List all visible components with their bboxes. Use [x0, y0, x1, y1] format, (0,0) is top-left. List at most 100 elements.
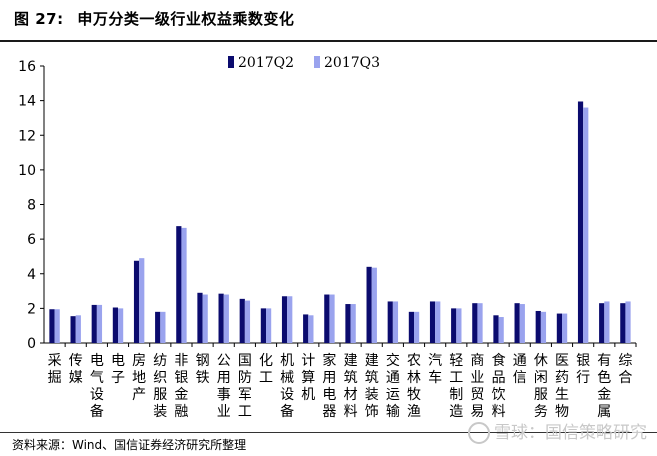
bar-q3-25	[583, 107, 589, 343]
bar-q3-11	[287, 296, 293, 343]
bar-q2-2	[91, 304, 97, 343]
bar-q3-12	[308, 315, 314, 343]
y-tick-label: 6	[27, 232, 36, 248]
bar-q3-2	[96, 304, 103, 343]
x-tick-label: 传媒	[69, 353, 83, 386]
bar-q2-9	[239, 298, 245, 343]
bar-q3-20	[477, 303, 483, 343]
y-tick-label: 16	[18, 59, 36, 75]
bar-q3-1	[75, 315, 81, 343]
bar-q3-21	[498, 317, 504, 343]
bar-q3-16	[392, 301, 399, 343]
bar-q2-12	[303, 314, 309, 343]
bar-q3-26	[604, 301, 610, 343]
bar-q3-10	[266, 308, 272, 343]
bar-q2-26	[599, 303, 605, 343]
y-tick-label: 0	[27, 336, 36, 352]
bar-q3-22	[519, 304, 525, 343]
bar-q2-16	[387, 301, 393, 343]
bar-q3-9	[244, 300, 251, 343]
bar-q3-14	[350, 304, 356, 343]
bar-q3-7	[202, 294, 208, 343]
snowball-icon	[468, 422, 490, 444]
bar-q2-0	[49, 309, 55, 343]
source-note: 资料来源：Wind、国信证券经济研究所整理	[12, 438, 247, 452]
bar-q3-24	[562, 313, 568, 343]
bar-q2-7	[197, 292, 203, 343]
x-tick-label: 休闲服务	[534, 353, 548, 420]
figure-title-text: 申万分类一级行业权益乘数变化	[77, 10, 295, 28]
bar-q3-19	[456, 308, 462, 343]
bar-q3-17	[414, 311, 420, 343]
legend-swatch-1	[314, 56, 320, 68]
bar-q2-24	[556, 313, 562, 343]
y-tick-label: 10	[18, 163, 36, 179]
x-tick-label: 商业贸易	[470, 353, 484, 420]
bar-q2-18	[429, 301, 436, 343]
x-tick-label: 家用电器	[322, 352, 336, 420]
legend-swatch-0	[228, 56, 234, 68]
bar-q2-22	[514, 303, 520, 343]
bar-q3-8	[223, 294, 229, 343]
y-tick-label: 12	[18, 128, 36, 144]
bar-q3-6	[181, 227, 187, 343]
watermark: 雪球：国信策略研究	[468, 418, 647, 444]
bar-chart: 0 2 4 6 8 10 12 14 16 采掘传媒电气设备电子房地产纺织服装非银金融钢铁公用事业…	[18, 55, 637, 420]
bar-q3-3	[118, 308, 124, 343]
bar-q2-5	[155, 311, 161, 343]
bar-q3-23	[540, 311, 547, 343]
y-tick-label: 8	[27, 198, 36, 214]
bar-q2-25	[577, 101, 584, 343]
x-tick-label: 电子	[111, 353, 125, 386]
x-tick-label: 综合	[618, 353, 632, 386]
bar-q2-19	[451, 308, 457, 343]
bar-q2-1	[70, 316, 76, 343]
bar-q2-11	[281, 296, 288, 343]
x-tick-label: 纺织服装	[153, 353, 167, 420]
legend-label-1: 2017Q3	[324, 55, 380, 71]
figure-title: 图 27: 申万分类一级行业权益乘数变化	[14, 8, 294, 29]
x-tick-label: 交通运输	[386, 352, 400, 420]
bar-q2-8	[218, 293, 224, 343]
bar-q2-20	[472, 303, 478, 343]
x-tick-label: 钢铁	[196, 353, 210, 386]
bar-q3-5	[160, 311, 166, 343]
x-tick-label: 银行	[576, 353, 590, 386]
bar-q2-10	[260, 308, 266, 343]
bar-q2-3	[112, 307, 118, 343]
x-tick-label: 计算机	[301, 353, 315, 403]
bar-q2-23	[535, 310, 541, 343]
x-tick-label: 建筑装饰	[365, 353, 379, 420]
y-tick-label: 14	[18, 94, 36, 110]
bar-q2-17	[408, 311, 414, 343]
bar-q3-13	[329, 294, 335, 343]
figure-label: 图 27:	[14, 10, 64, 28]
bar-q2-4	[133, 260, 140, 343]
watermark-text: 雪球：国信策略研究	[494, 423, 647, 443]
x-tick-label: 通信	[513, 353, 527, 386]
bar-q3-27	[625, 301, 631, 343]
x-tick-label: 建筑材料	[344, 353, 358, 420]
legend-label-0: 2017Q2	[238, 55, 294, 71]
title-divider	[0, 40, 657, 42]
x-tick-label: 非银金融	[174, 353, 188, 420]
x-tick-label: 公用事业	[217, 353, 231, 420]
x-tick-label: 有色金属	[597, 353, 611, 420]
x-tick-label: 化工	[259, 353, 273, 386]
bar-q2-13	[324, 294, 330, 343]
y-tick-label: 4	[27, 267, 36, 283]
x-tick-label: 采掘	[48, 353, 62, 386]
bar-q3-4	[139, 258, 145, 343]
x-tick-label: 汽车	[428, 353, 442, 386]
y-tick-label: 2	[27, 301, 36, 317]
x-tick-label: 轻工制造	[449, 353, 463, 420]
footer-divider	[0, 432, 657, 433]
x-tick-label: 电气设备	[90, 353, 104, 420]
bar-q2-21	[493, 315, 499, 343]
x-tick-label: 国防军工	[238, 353, 252, 420]
figure-title-bar: 图 27: 申万分类一级行业权益乘数变化	[0, 0, 657, 40]
x-tick-label: 农林牧渔	[407, 353, 421, 420]
bar-q2-6	[176, 226, 182, 343]
bar-q2-14	[345, 304, 351, 343]
bar-q2-27	[620, 303, 626, 343]
